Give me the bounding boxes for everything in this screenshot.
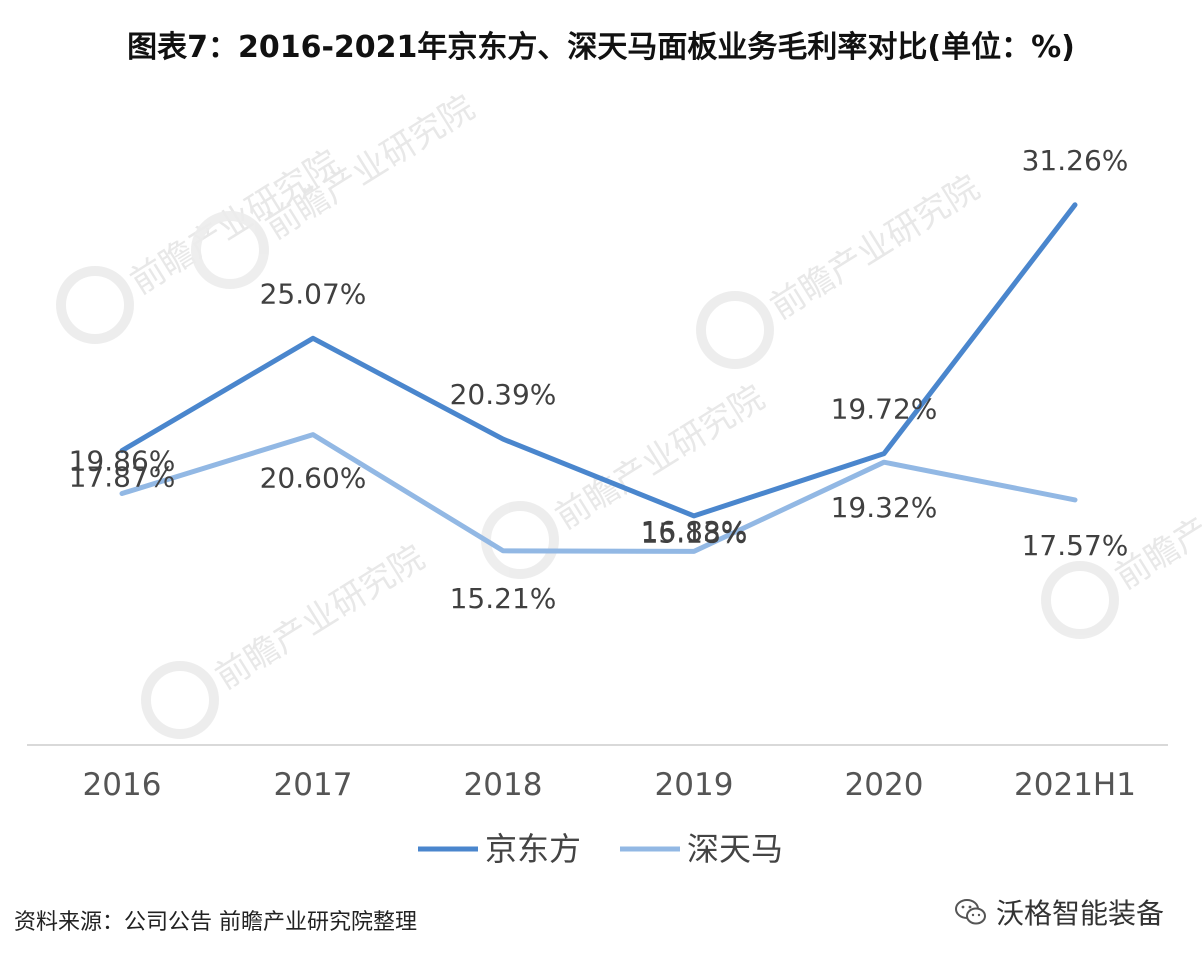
source-note: 资料来源：公司公告 前瞻产业研究院整理 (14, 910, 417, 935)
x-tick-label: 2018 (464, 767, 543, 803)
x-tick-label: 2016 (83, 767, 162, 803)
x-axis-tick-labels: 2016 2017 2018 2019 2020 2021H1 (83, 767, 1136, 803)
legend-label: 深天马 (687, 830, 783, 868)
x-tick-label: 2020 (845, 767, 924, 803)
watermark: 前瞻产业研究院 (696, 168, 987, 369)
x-tick-label: 2017 (274, 767, 353, 803)
data-labels: 19.86% 25.07% 20.39% 16.83% 19.72% 31.26% 17.8… (69, 144, 1129, 615)
watermark: 前瞻产业研究院 (141, 538, 432, 739)
series-line-boe (119, 202, 1078, 519)
watermark-text: 前瞻产业研究院 (549, 378, 772, 538)
watermark: 前瞻产业研究院 (191, 88, 482, 289)
legend: 京东方 深天马 (418, 830, 783, 868)
data-label: 15.21% (450, 582, 557, 615)
x-tick-label: 2021H1 (1014, 767, 1136, 803)
data-label: 25.07% (260, 277, 367, 310)
data-label: 31.26% (1022, 144, 1129, 177)
data-label: 16.83% (641, 515, 748, 548)
x-tick-label: 2019 (655, 767, 734, 803)
series-line-tianma (119, 432, 1078, 554)
data-label: 20.60% (260, 462, 367, 495)
brand-mark: 沃格智能装备 (954, 892, 1164, 932)
legend-label: 京东方 (485, 830, 581, 868)
watermark-text: 前瞻产业研究院 (1109, 438, 1202, 598)
brand-name: 沃格智能装备 (995, 897, 1164, 930)
data-label: 17.57% (1022, 529, 1129, 562)
data-label: 15.18% (641, 516, 748, 549)
data-label: 19.32% (831, 491, 938, 524)
series-lines (119, 202, 1078, 554)
watermark-text: 前瞻产业研究院 (209, 538, 432, 698)
wechat-icon (954, 899, 986, 925)
chart-title: 图表7：2016-2021年京东方、深天马面板业务毛利率对比(单位：%) (127, 30, 1075, 65)
data-label: 19.86% (69, 445, 176, 478)
data-label: 20.39% (450, 378, 557, 411)
watermark-text: 前瞻产业研究院 (764, 168, 987, 328)
data-label: 19.72% (831, 393, 938, 426)
data-label: 17.87% (69, 460, 176, 493)
